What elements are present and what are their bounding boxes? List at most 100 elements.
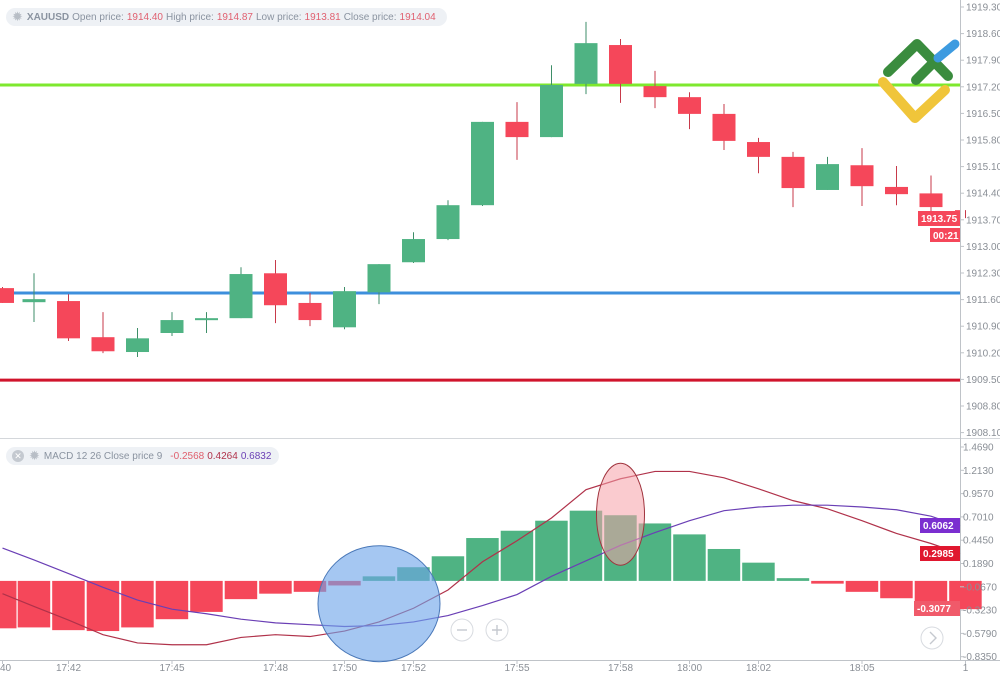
candle-body <box>264 273 287 306</box>
candle-body <box>471 121 494 206</box>
time-axis[interactable]: 40 17:42 17:45 17:48 17:50 17:52 17:55 17:58 18:… <box>0 660 969 674</box>
macd-tick-label: -0.0670 <box>963 582 997 593</box>
price-tick-label: 1918.60 <box>966 29 1000 40</box>
macd-value-tag <box>920 546 960 561</box>
candle-body <box>160 320 184 334</box>
histogram-bar <box>673 534 706 581</box>
gear-icon[interactable]: ✹ <box>12 9 23 24</box>
time-label: 17:45 <box>159 663 184 674</box>
plus-icon <box>492 625 502 635</box>
price-tick-label: 1915.10 <box>966 162 1000 173</box>
chart-controls[interactable] <box>450 618 944 650</box>
histogram-bar <box>776 578 810 581</box>
time-label: 17:48 <box>263 663 288 674</box>
histogram-bar <box>224 580 258 600</box>
candle-body <box>57 301 80 339</box>
price-tick-label: 1917.20 <box>966 82 1000 93</box>
horizontal-levels[interactable] <box>0 83 960 382</box>
histogram-bar <box>880 580 913 599</box>
brand-logo <box>878 39 960 123</box>
candle-body <box>850 165 874 187</box>
macd-line <box>2 470 961 646</box>
macd-tick-label: -0.5790 <box>963 629 997 640</box>
candle-body <box>126 338 149 353</box>
price-tick-label: 1917.90 <box>966 56 1000 67</box>
candle-body <box>333 291 356 328</box>
histogram-bar <box>259 580 292 594</box>
candle-body <box>678 97 701 114</box>
signal-value-tag <box>920 518 960 533</box>
low-label: Low price: <box>255 11 302 23</box>
histogram-bar <box>500 530 534 581</box>
signal-value-text: 0.6062 <box>923 521 954 532</box>
candle-body <box>919 193 943 208</box>
candle-body <box>91 337 115 352</box>
panel-frames <box>0 0 1000 661</box>
current-price-text: 1913.75 <box>921 214 958 225</box>
high-value: 1914.87 <box>216 11 253 23</box>
time-label: 17:52 <box>401 663 426 674</box>
open-value: 1914.40 <box>126 11 163 23</box>
gear-icon[interactable]: ✹ <box>29 448 40 463</box>
axis-value-tags: 1913.75 00:21 0.6062 0.2985 -0.3077 <box>914 211 960 616</box>
macd-histogram <box>0 510 982 632</box>
low-value: 1913.81 <box>304 11 341 23</box>
symbol-legend: ✹ XAUUSD Open price: 1914.40 High price:… <box>6 8 447 26</box>
price-tick-label: 1910.90 <box>966 322 1000 333</box>
histogram-bar <box>811 580 844 584</box>
candle-body <box>505 121 529 138</box>
macd-tick-label: -0.8350 <box>963 652 997 663</box>
logo-green-stroke <box>911 55 941 85</box>
histogram-bar <box>86 580 120 632</box>
candle-body <box>367 264 391 293</box>
histogram-value-tag <box>914 601 960 616</box>
close-label: Close price: <box>343 11 397 23</box>
zoom-out-button[interactable] <box>450 618 474 642</box>
time-label: 17:42 <box>56 663 81 674</box>
histogram-value-text: -0.3077 <box>917 604 951 615</box>
open-label: Open price: <box>72 11 124 23</box>
signal-line <box>2 504 961 628</box>
countdown-text: 00:21 <box>933 231 959 242</box>
price-axis[interactable]: 1919.30 1918.60 1917.90 1917.20 1916.50 1915.… <box>960 3 1000 440</box>
time-label: 17:50 <box>332 663 357 674</box>
histogram-bar <box>155 580 189 620</box>
macd-histogram-value: -0.2568 <box>170 450 205 462</box>
histogram-bar <box>0 580 17 629</box>
macd-axis[interactable]: 1.4690 1.2130 0.9570 0.7010 0.4450 0.1890 -0.0… <box>960 443 997 664</box>
price-tick-label: 1916.50 <box>966 109 1000 120</box>
candle-body <box>436 205 460 240</box>
scroll-to-latest-button[interactable] <box>920 626 944 650</box>
red-ellipse-annotation[interactable] <box>596 462 645 566</box>
candle-body <box>402 239 425 263</box>
histogram-bar <box>121 580 154 628</box>
price-tick-label: 1914.40 <box>966 189 1000 200</box>
time-label: 18:02 <box>746 663 771 674</box>
macd-tick-label: 1.2130 <box>963 466 994 477</box>
chevron-right-icon <box>929 631 937 645</box>
time-label: 1 <box>963 663 969 674</box>
close-icon[interactable]: ✕ <box>12 450 24 462</box>
time-label: 40 <box>0 663 12 674</box>
histogram-bar <box>466 538 499 581</box>
zoom-in-button[interactable] <box>485 618 509 642</box>
macd-lines <box>2 470 961 646</box>
candle-body <box>540 84 563 138</box>
logo-blue-stroke <box>933 39 960 63</box>
candle-body <box>22 299 46 303</box>
histogram-bar <box>742 562 775 581</box>
histogram-bar <box>293 580 327 592</box>
blue-circle-annotation[interactable] <box>317 545 441 663</box>
price-tick-label: 1919.30 <box>966 3 1000 14</box>
candle-body <box>643 86 667 98</box>
time-label: 17:58 <box>608 663 633 674</box>
candle-body <box>747 142 770 157</box>
price-tick-label: 1913.70 <box>966 215 1000 226</box>
countdown-tag <box>930 228 960 242</box>
annotations[interactable] <box>317 462 645 663</box>
candle-body <box>298 302 322 321</box>
price-tick-label: 1909.50 <box>966 375 1000 386</box>
candle-body <box>816 164 839 190</box>
macd-line-value: 0.4264 <box>207 450 238 462</box>
